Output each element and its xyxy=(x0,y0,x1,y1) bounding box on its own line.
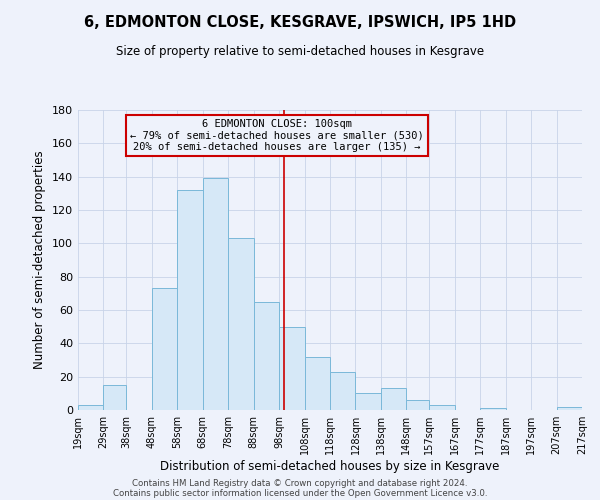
Bar xyxy=(254,302,279,410)
Bar xyxy=(177,190,203,410)
Bar xyxy=(78,405,103,410)
Text: Contains public sector information licensed under the Open Government Licence v3: Contains public sector information licen… xyxy=(113,488,487,498)
Bar xyxy=(480,408,506,410)
Bar xyxy=(279,326,305,410)
Y-axis label: Number of semi-detached properties: Number of semi-detached properties xyxy=(34,150,46,370)
Bar xyxy=(330,372,355,410)
Bar xyxy=(429,405,455,410)
Text: 6 EDMONTON CLOSE: 100sqm
← 79% of semi-detached houses are smaller (530)
20% of : 6 EDMONTON CLOSE: 100sqm ← 79% of semi-d… xyxy=(130,119,424,152)
Bar xyxy=(355,394,381,410)
Bar xyxy=(203,178,228,410)
Bar xyxy=(557,406,582,410)
X-axis label: Distribution of semi-detached houses by size in Kesgrave: Distribution of semi-detached houses by … xyxy=(160,460,500,473)
Bar xyxy=(103,385,127,410)
Text: 6, EDMONTON CLOSE, KESGRAVE, IPSWICH, IP5 1HD: 6, EDMONTON CLOSE, KESGRAVE, IPSWICH, IP… xyxy=(84,15,516,30)
Bar xyxy=(305,356,330,410)
Bar xyxy=(406,400,429,410)
Text: Contains HM Land Registry data © Crown copyright and database right 2024.: Contains HM Land Registry data © Crown c… xyxy=(132,478,468,488)
Text: Size of property relative to semi-detached houses in Kesgrave: Size of property relative to semi-detach… xyxy=(116,45,484,58)
Bar xyxy=(381,388,406,410)
Bar xyxy=(152,288,177,410)
Bar xyxy=(228,238,254,410)
